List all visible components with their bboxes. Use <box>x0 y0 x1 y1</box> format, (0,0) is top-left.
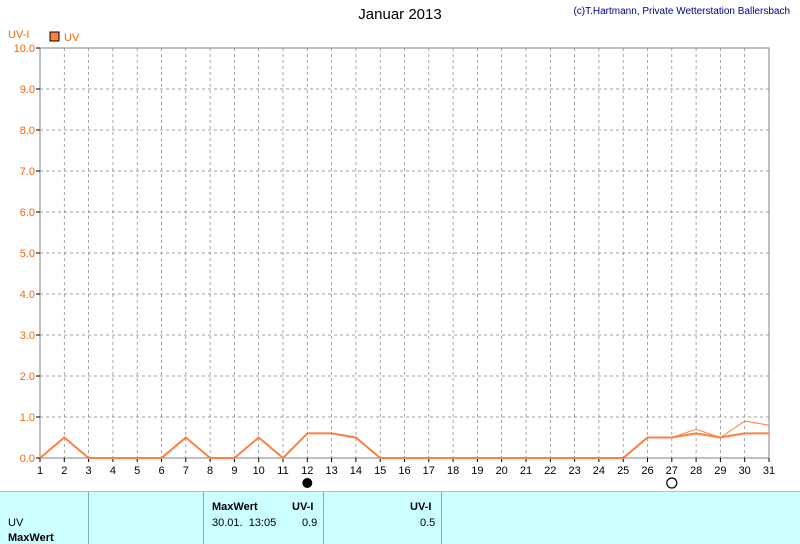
x-tick-label: 8 <box>207 465 213 477</box>
x-tick-label: 29 <box>714 465 726 477</box>
x-tick-label: 26 <box>641 465 653 477</box>
x-tick-label: 25 <box>617 465 629 477</box>
x-tick-label: 9 <box>231 465 237 477</box>
x-tick-label: 19 <box>471 465 483 477</box>
series-line-uv <box>39 432 769 459</box>
x-tick-label: 5 <box>134 465 140 477</box>
max-unit: UV-I <box>292 501 314 513</box>
y-axis-label: UV-I <box>8 29 29 41</box>
max-header: MaxWert <box>212 501 258 513</box>
x-tick-label: 22 <box>544 465 556 477</box>
avg-value: 0.5 <box>420 517 436 529</box>
x-tick-label: 27 <box>666 465 678 477</box>
y-tick-label: 1.0 <box>20 412 35 424</box>
x-tick-label: 6 <box>158 465 164 477</box>
avg-unit: UV-I <box>410 501 432 513</box>
legend-swatch <box>49 31 60 42</box>
row-label-uv: UV <box>8 517 24 529</box>
x-axis-ticks: 1 2 3 4 5 6 7 8 9 10 11 12 13 14 15 16 17 18 19 20 21 22 23 24 2… <box>37 458 775 477</box>
x-tick-label: 2 <box>61 465 67 477</box>
y-tick-label: 10.0 <box>14 43 35 55</box>
credit-text: (c)T.Hartmann, Private Wetterstation Bal… <box>573 6 790 17</box>
row-label-maxwert: MaxWert <box>8 532 54 544</box>
y-tick-label: 9.0 <box>20 84 35 96</box>
y-tick-label: 2.0 <box>20 371 35 383</box>
x-tick-label: 1 <box>37 465 43 477</box>
x-tick-label: 10 <box>253 465 265 477</box>
x-tick-label: 17 <box>423 465 435 477</box>
x-tick-label: 20 <box>496 465 508 477</box>
x-tick-label: 4 <box>110 465 116 477</box>
y-tick-label: 7.0 <box>20 166 35 178</box>
moon-markers <box>302 477 678 489</box>
x-tick-label: 28 <box>690 465 702 477</box>
y-tick-label: 8.0 <box>20 125 35 137</box>
x-tick-label: 7 <box>183 465 189 477</box>
new-moon-icon <box>302 478 313 488</box>
x-tick-label: 12 <box>301 465 313 477</box>
y-axis-ticks: 0.0 1.0 2.0 3.0 4.0 5.0 6.0 7.0 8.0 9.0 10.0 <box>14 43 40 465</box>
y-tick-label: 3.0 <box>20 330 35 342</box>
x-tick-label: 24 <box>593 465 605 477</box>
x-tick-label: 3 <box>86 465 92 477</box>
x-tick-label: 16 <box>398 465 410 477</box>
x-tick-label: 31 <box>763 465 775 477</box>
x-tick-label: 14 <box>350 465 362 477</box>
summary-table: UV MaxWert MaxWert UV-I 30.01. 13:05 0.9… <box>0 491 800 544</box>
full-moon-icon <box>666 477 678 489</box>
y-tick-label: 0.0 <box>20 453 35 465</box>
max-date: 30.01. 13:05 <box>212 517 277 529</box>
x-tick-label: 13 <box>325 465 337 477</box>
x-tick-label: 15 <box>374 465 386 477</box>
chart-grid <box>40 48 769 458</box>
x-tick-label: 30 <box>739 465 751 477</box>
legend-label: UV <box>64 32 80 44</box>
y-tick-label: 5.0 <box>20 248 35 260</box>
x-tick-label: 18 <box>447 465 459 477</box>
max-value: 0.9 <box>302 517 318 529</box>
x-tick-label: 21 <box>520 465 532 477</box>
x-tick-label: 23 <box>568 465 580 477</box>
y-tick-label: 4.0 <box>20 289 35 301</box>
y-tick-label: 6.0 <box>20 207 35 219</box>
x-tick-label: 11 <box>277 465 288 477</box>
series-lines <box>39 420 770 459</box>
